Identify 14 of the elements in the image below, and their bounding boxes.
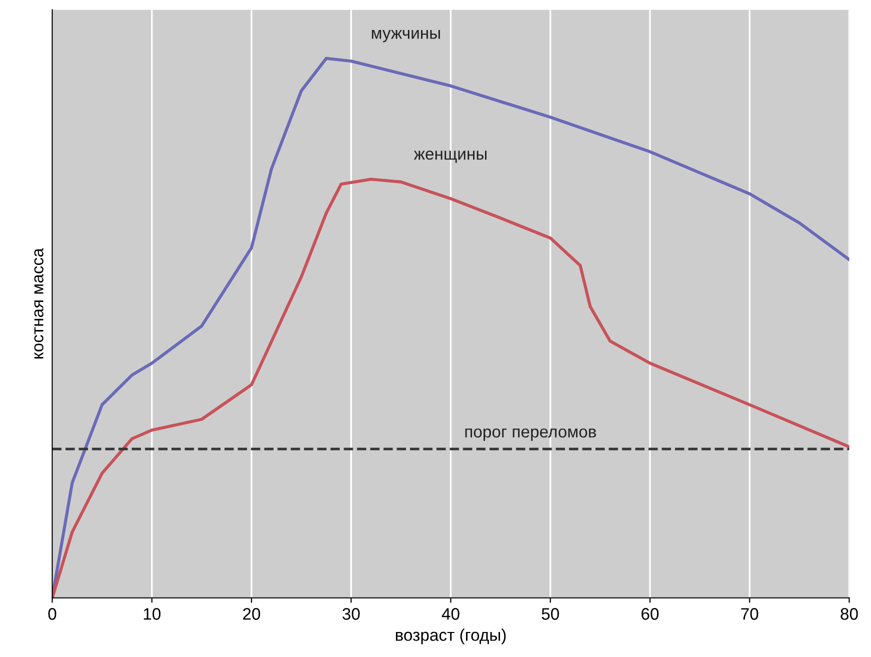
x-tick-label: 60 (642, 608, 659, 620)
x-tick-label: 10 (144, 608, 160, 620)
series-label: женщины (414, 150, 486, 163)
x-tick-label: 20 (243, 608, 260, 620)
x-tick-label: 40 (442, 608, 460, 620)
x-tick-label: 0 (48, 608, 56, 620)
x-tick-label: 80 (840, 608, 858, 620)
y-axis-title: костная масса (34, 248, 44, 358)
x-axis-title: возраст (годы) (396, 628, 506, 644)
ref-line-label: порог переломов (465, 428, 596, 441)
x-tick-label: 70 (741, 608, 758, 620)
series-label: мужчины (372, 30, 440, 42)
x-tick-label: 30 (342, 608, 360, 620)
x-tick-label: 50 (542, 608, 559, 620)
